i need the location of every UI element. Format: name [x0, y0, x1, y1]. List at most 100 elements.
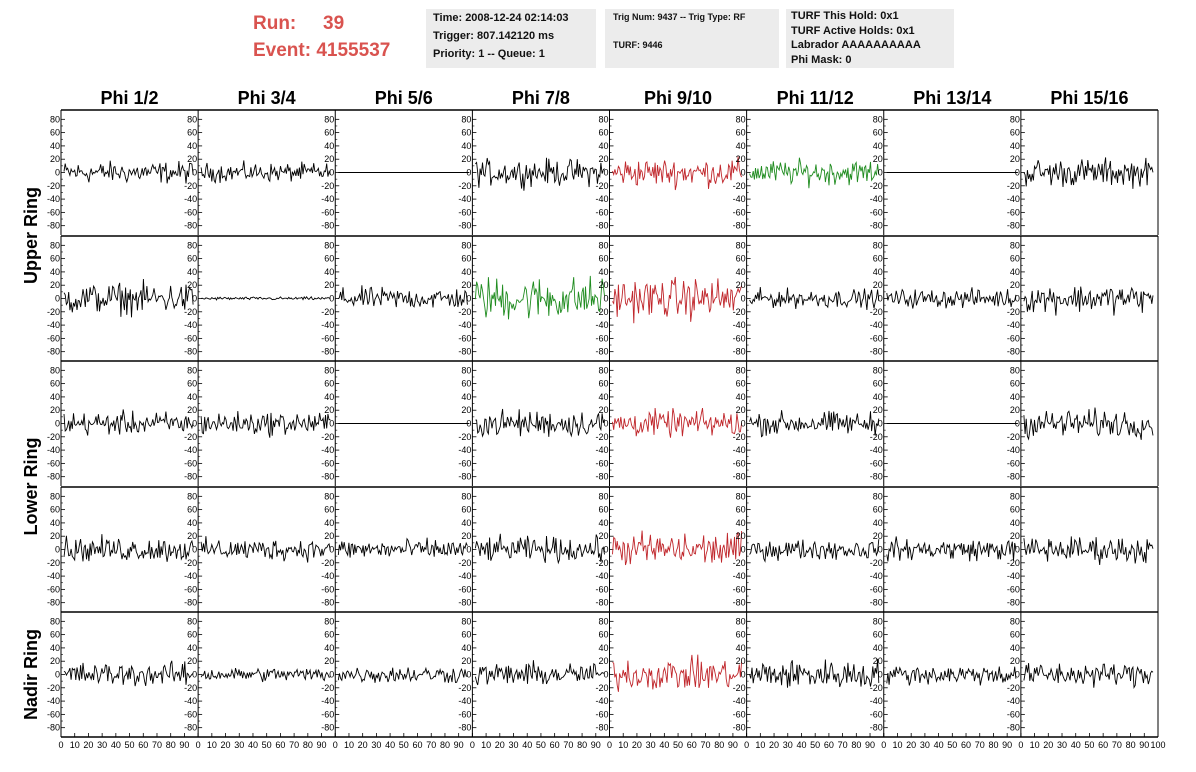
y-tick-label: 40	[461, 518, 471, 528]
y-tick-label: -40	[458, 194, 471, 204]
y-tick-label: 20	[598, 280, 608, 290]
y-tick-label: 60	[736, 128, 746, 138]
y-tick-label: 20	[736, 531, 746, 541]
y-tick-label: 20	[187, 280, 197, 290]
y-tick-label: 40	[1010, 392, 1020, 402]
y-tick-label: -20	[870, 307, 883, 317]
x-tick-label: 30	[234, 740, 244, 750]
y-tick-label: 80	[324, 240, 334, 250]
y-tick-label: 40	[873, 518, 883, 528]
waveform-trace	[63, 409, 194, 436]
y-tick-label: -20	[733, 181, 746, 191]
y-tick-label: -20	[870, 432, 883, 442]
y-tick-label: 40	[598, 392, 608, 402]
y-tick-label: -40	[184, 445, 197, 455]
waveform-trace	[63, 660, 194, 687]
y-tick-label: -40	[321, 445, 334, 455]
x-tick-label: 80	[714, 740, 724, 750]
waveform-trace	[475, 408, 605, 438]
y-tick-label: -40	[1007, 320, 1020, 330]
y-tick-label: 60	[736, 379, 746, 389]
waveform-trace	[886, 536, 1017, 562]
y-tick-label: -40	[184, 320, 197, 330]
y-tick-label: -80	[458, 598, 471, 608]
y-tick-label: 60	[50, 379, 60, 389]
y-tick-label: -20	[184, 307, 197, 317]
x-tick-label: 30	[646, 740, 656, 750]
y-tick-label: 80	[598, 616, 608, 626]
x-tick-label: 50	[262, 740, 272, 750]
y-tick-label: 40	[598, 643, 608, 653]
y-tick-label: -20	[47, 432, 60, 442]
y-tick-label: 0	[603, 294, 608, 304]
waveform-trace	[749, 539, 880, 563]
x-tick-label: 10	[481, 740, 491, 750]
y-tick-label: -20	[595, 432, 608, 442]
x-tick-label: 60	[275, 740, 285, 750]
x-tick-label: 20	[906, 740, 916, 750]
x-tick-label: 0	[196, 740, 201, 750]
y-tick-label: -60	[870, 207, 883, 217]
labrador-text: Labrador AAAAAAAAAA	[791, 39, 921, 51]
x-tick-label: 80	[1126, 740, 1136, 750]
y-tick-label: -20	[595, 307, 608, 317]
y-tick-label: 80	[50, 240, 60, 250]
y-tick-label: 0	[466, 545, 471, 555]
x-tick-label: 90	[1002, 740, 1012, 750]
y-tick-label: 60	[461, 128, 471, 138]
y-tick-label: 40	[187, 267, 197, 277]
y-tick-label: -60	[870, 584, 883, 594]
y-tick-label: -40	[184, 571, 197, 581]
y-tick-label: 80	[736, 240, 746, 250]
x-tick-label: 50	[810, 740, 820, 750]
y-tick-label: -80	[733, 472, 746, 482]
y-tick-label: -40	[184, 194, 197, 204]
y-tick-label: 60	[50, 128, 60, 138]
y-tick-label: 80	[598, 491, 608, 501]
x-tick-label: 30	[509, 740, 519, 750]
y-tick-label: 20	[187, 154, 197, 164]
y-tick-label: -20	[733, 307, 746, 317]
y-tick-label: 20	[461, 280, 471, 290]
x-tick-label: 10	[70, 740, 80, 750]
y-tick-label: -80	[47, 347, 60, 357]
y-tick-label: 20	[873, 531, 883, 541]
y-tick-label: -20	[733, 558, 746, 568]
y-tick-label: -20	[47, 181, 60, 191]
y-tick-label: -40	[321, 571, 334, 581]
y-tick-label: 40	[1010, 518, 1020, 528]
y-tick-label: -80	[870, 221, 883, 231]
x-tick-label: 90	[317, 740, 327, 750]
y-tick-label: 60	[187, 379, 197, 389]
y-tick-label: 20	[598, 656, 608, 666]
y-tick-label: 60	[324, 630, 334, 640]
y-tick-label: 20	[324, 405, 334, 415]
y-tick-label: 40	[461, 267, 471, 277]
y-tick-label: 60	[187, 254, 197, 264]
y-tick-label: -40	[595, 194, 608, 204]
y-tick-label: 60	[461, 630, 471, 640]
y-tick-label: 40	[461, 643, 471, 653]
y-tick-label: -40	[458, 320, 471, 330]
y-tick-label: -40	[458, 571, 471, 581]
turf-info-box: TURF This Hold: 0x1 TURF Active Holds: 0…	[786, 9, 954, 68]
trig-num-text: Trig Num: 9437 -- Trig Type: RF	[613, 12, 746, 22]
y-tick-label: 80	[324, 616, 334, 626]
y-tick-label: 60	[873, 379, 883, 389]
y-tick-label: 40	[50, 267, 60, 277]
y-tick-label: 0	[603, 670, 608, 680]
y-tick-label: 20	[324, 154, 334, 164]
waveform-trace	[749, 410, 880, 438]
y-tick-label: -20	[595, 558, 608, 568]
x-tick-label: 80	[440, 740, 450, 750]
y-tick-label: 80	[187, 616, 197, 626]
y-tick-label: 80	[598, 365, 608, 375]
y-tick-label: -60	[458, 458, 471, 468]
phi-mask-text: Phi Mask: 0	[791, 53, 852, 66]
y-tick-label: 20	[873, 405, 883, 415]
y-tick-label: -20	[870, 181, 883, 191]
y-tick-label: 60	[50, 254, 60, 264]
y-tick-label: 20	[736, 280, 746, 290]
y-tick-label: 20	[50, 154, 60, 164]
waveform-trace	[886, 666, 1017, 686]
